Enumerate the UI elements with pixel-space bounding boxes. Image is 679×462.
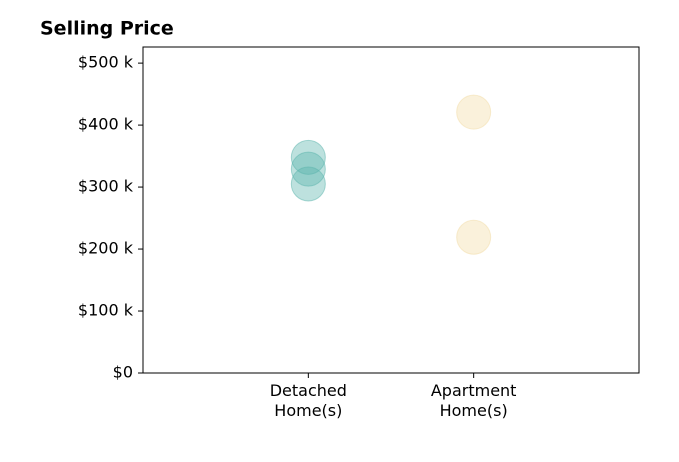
y-tick-label: $400 k: [78, 115, 134, 134]
x-tick-label: Detached Home(s): [269, 381, 347, 420]
y-tick-label: $200 k: [78, 239, 134, 258]
y-tick-label: $0: [113, 363, 133, 382]
plot-frame: [142, 46, 640, 374]
x-tick-label: Apartment Home(s): [430, 381, 517, 420]
point: [456, 219, 492, 255]
y-tick-label: $500 k: [78, 53, 134, 72]
point: [290, 151, 326, 187]
y-tick-label: $100 k: [78, 301, 134, 320]
chart-title: Selling Price: [40, 18, 174, 40]
point: [290, 139, 326, 175]
point: [290, 166, 326, 202]
point: [456, 94, 492, 130]
y-tick-label: $300 k: [78, 177, 134, 196]
